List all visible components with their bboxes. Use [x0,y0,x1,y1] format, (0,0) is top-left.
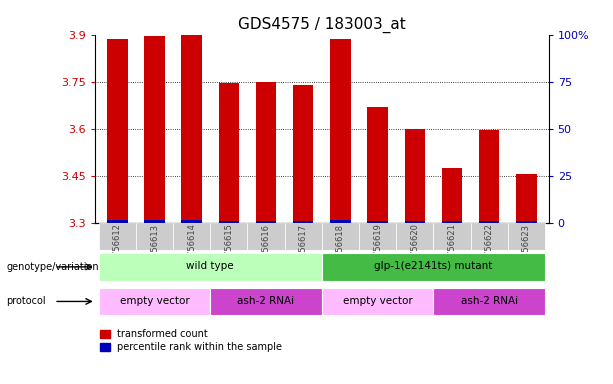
Bar [479,130,500,223]
Bar [219,221,239,223]
Bar [442,168,462,223]
FancyBboxPatch shape [136,223,173,250]
Text: GSM756615: GSM756615 [224,223,234,275]
FancyBboxPatch shape [508,223,545,250]
Bar [144,36,165,223]
Text: GSM756623: GSM756623 [522,223,531,275]
FancyBboxPatch shape [359,223,396,250]
FancyBboxPatch shape [173,223,210,250]
Title: GDS4575 / 183003_at: GDS4575 / 183003_at [238,17,406,33]
Bar [516,174,536,223]
FancyBboxPatch shape [433,288,545,315]
Bar [293,85,313,223]
Bar [405,129,425,223]
FancyBboxPatch shape [99,253,322,281]
FancyBboxPatch shape [322,288,433,315]
Bar [107,220,128,223]
FancyBboxPatch shape [322,253,545,281]
Text: GSM756620: GSM756620 [410,223,419,275]
FancyBboxPatch shape [99,288,210,315]
Text: ash-2 RNAi: ash-2 RNAi [460,296,518,306]
FancyBboxPatch shape [322,223,359,250]
Bar [405,221,425,223]
Text: GSM756618: GSM756618 [336,223,345,275]
FancyBboxPatch shape [396,223,433,250]
Text: GSM756622: GSM756622 [485,223,493,275]
Bar [256,82,276,223]
Bar [219,83,239,223]
Text: protocol: protocol [6,296,46,306]
Legend: transformed count, percentile rank within the sample: transformed count, percentile rank withi… [100,329,283,352]
FancyBboxPatch shape [284,223,322,250]
Bar [181,220,202,223]
FancyBboxPatch shape [99,223,136,250]
Bar [367,107,388,223]
Bar [479,221,500,223]
Text: GSM756613: GSM756613 [150,223,159,275]
Bar [181,35,202,223]
Text: GSM756612: GSM756612 [113,223,122,275]
Bar [330,220,351,223]
FancyBboxPatch shape [471,223,508,250]
Text: GSM756616: GSM756616 [262,223,270,275]
Bar [144,220,165,223]
Text: wild type: wild type [186,261,234,271]
Text: genotype/variation: genotype/variation [6,262,99,272]
Text: ash-2 RNAi: ash-2 RNAi [237,296,295,306]
FancyBboxPatch shape [210,223,248,250]
FancyBboxPatch shape [248,223,284,250]
Text: glp-1(e2141ts) mutant: glp-1(e2141ts) mutant [374,261,493,271]
Bar [293,221,313,223]
Text: empty vector: empty vector [343,296,413,306]
Text: GSM756614: GSM756614 [187,223,196,275]
Text: GSM756617: GSM756617 [299,223,308,275]
Bar [107,39,128,223]
Text: GSM756619: GSM756619 [373,223,382,275]
Bar [442,221,462,223]
Text: GSM756621: GSM756621 [447,223,457,275]
FancyBboxPatch shape [433,223,471,250]
Bar [367,220,388,223]
Text: empty vector: empty vector [120,296,189,306]
Bar [516,221,536,223]
FancyBboxPatch shape [210,288,322,315]
Bar [330,39,351,223]
Bar [256,220,276,223]
